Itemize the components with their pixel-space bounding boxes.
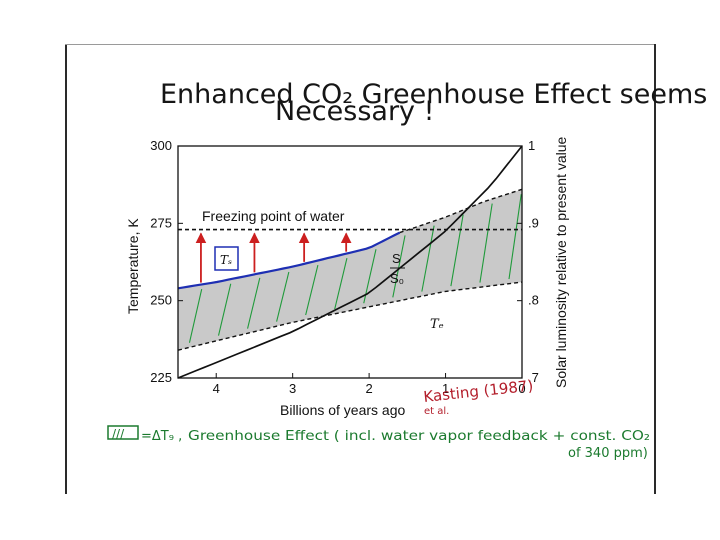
hatch-line	[450, 214, 464, 287]
frame-left-border	[65, 44, 67, 494]
reference-line-label: Freezing point of water	[202, 208, 345, 224]
s-ratio-numerator: S	[392, 251, 401, 266]
y-right-tick-label: .8	[528, 293, 539, 308]
hatch-line	[276, 271, 290, 322]
y-axis-left-title: Temperature, K	[125, 218, 141, 314]
series-lines	[177, 145, 523, 379]
y-left-tick-label: 225	[150, 370, 172, 385]
frame-right-border	[654, 44, 656, 494]
y-right-tick-label: .7	[528, 370, 539, 385]
slide-title-line1: Enhanced CO₂ Greenhouse Effect seems	[160, 79, 707, 110]
axis-ticks: 4 3 2 1 0 300 275 250 225 1 .9 .8 .7	[150, 138, 539, 396]
y-left-tick-label: 300	[150, 138, 172, 153]
legend-delta-text: =ΔT₉ ,	[141, 429, 182, 444]
te-dashed-curve	[177, 281, 523, 351]
te-upper-dashed-curve	[399, 188, 523, 234]
et-al-annotation: et al.	[424, 406, 449, 417]
s-ratio-curve	[177, 145, 523, 379]
plot-frame	[177, 145, 523, 379]
s-ratio-denominator: S₀	[390, 271, 404, 286]
y-left-tick-label: 250	[150, 293, 172, 308]
slide-title-line2: Necessary !	[275, 96, 434, 127]
x-tick-label: 0	[518, 381, 525, 396]
x-tick-label: 3	[289, 381, 296, 396]
x-axis-title: Billions of years ago	[280, 402, 406, 418]
x-tick-label: 2	[365, 381, 372, 396]
te-label: Tₑ	[430, 317, 444, 332]
y-left-tick-label: 275	[150, 215, 172, 230]
hatch-line	[188, 288, 203, 343]
legend-description-line2: of 340 ppm)	[568, 446, 648, 461]
hatch-line	[247, 277, 261, 329]
ts-blue-curve	[177, 231, 401, 290]
y-right-tick-label: 1	[528, 138, 535, 153]
x-tick-label: 4	[213, 381, 220, 396]
hatch-line	[305, 265, 319, 316]
ts-label-box	[214, 246, 239, 271]
y-axis-right-title: Solar luminosity relative to present val…	[553, 136, 569, 388]
y-right-tick-label: .9	[528, 215, 539, 230]
greenhouse-band	[178, 189, 522, 351]
temperature-arrows	[195, 232, 352, 283]
hatch-line	[392, 235, 406, 298]
legend-hatch-box	[107, 425, 139, 440]
hatch-line	[334, 257, 348, 310]
legend-hatch-symbol: ///	[112, 427, 125, 441]
x-tick-label: 1	[442, 381, 449, 396]
hatch-line	[217, 283, 232, 336]
hatch-line	[421, 225, 435, 292]
greenhouse-band-fill	[178, 189, 522, 351]
legend-description: Greenhouse Effect ( incl. water vapor fe…	[188, 428, 650, 444]
hatch-line	[479, 203, 493, 283]
ts-label: Tₛ	[220, 253, 232, 267]
frame-top-border	[65, 44, 655, 45]
hatch-line	[508, 194, 522, 280]
kasting-annotation: Kasting (1987)	[423, 377, 535, 406]
